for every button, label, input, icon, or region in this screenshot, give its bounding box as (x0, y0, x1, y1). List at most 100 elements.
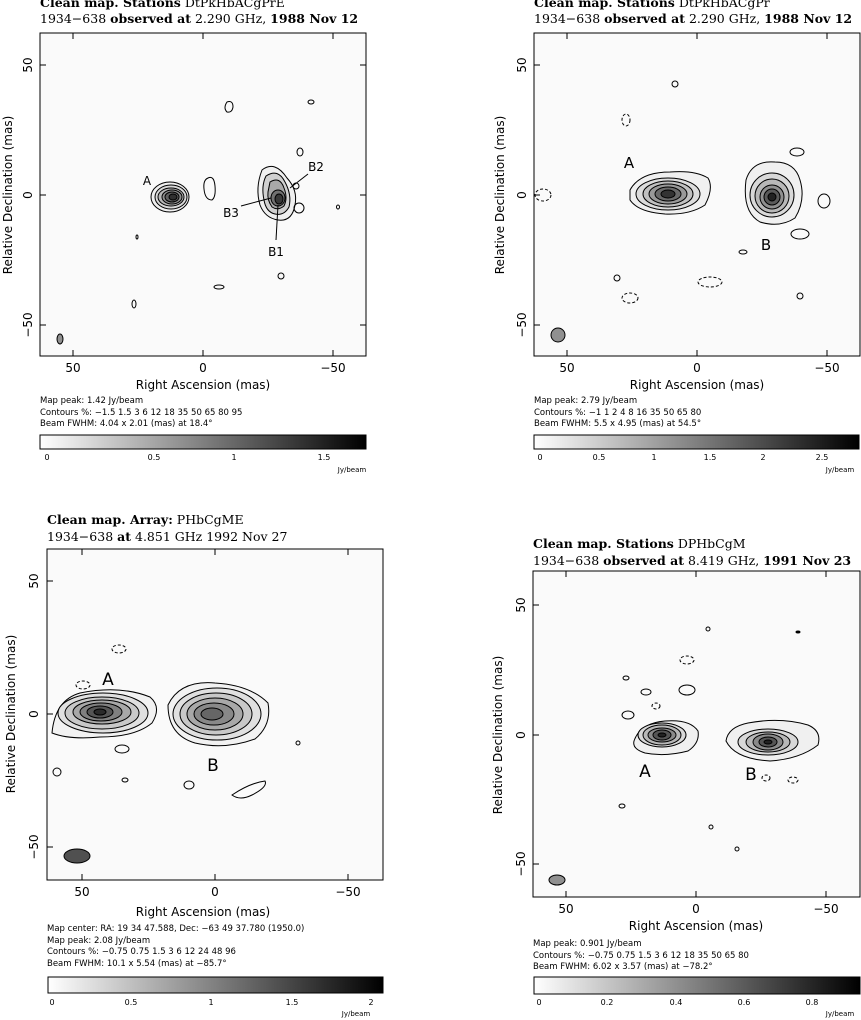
y-tick-label: 50 (514, 597, 528, 612)
wedge-tick: 1 (208, 998, 213, 1007)
component-label-b: B (745, 765, 757, 785)
component-label-a: A (143, 174, 152, 188)
x-tick-label: 0 (199, 361, 207, 375)
x-axis-label: Right Ascension (mas) (136, 905, 270, 919)
map-subtitle: 1934−638 at 4.851 GHz 1992 Nov 27 (47, 529, 288, 544)
component-a-contours (51, 689, 157, 739)
map-plot: 50 0 −50 Right Ascension (mas) 50 0 −50 … (493, 32, 861, 392)
map-plot: 50 0 −50 Right Ascension (mas) 50 0 −50 … (4, 548, 384, 919)
map-plot: 50 0 −50 Right Ascension (mas) 50 0 −50 … (1, 32, 367, 392)
wedge-tick: 0.5 (125, 998, 138, 1007)
component-label-b1: B1 (268, 245, 284, 259)
wedge-tick: 2.5 (816, 453, 829, 462)
wedge-tick: 2 (368, 998, 373, 1007)
wedge-tick: 0.6 (738, 998, 751, 1007)
wedge-tick: 0.2 (601, 998, 614, 1007)
y-tick-label: 0 (21, 191, 35, 199)
wedge-unit: Jy/beam (825, 466, 855, 474)
component-label-a: A (624, 154, 635, 172)
x-tick-label: −50 (814, 361, 839, 375)
wedge-tick: 1.5 (286, 998, 299, 1007)
axis-ticks (533, 571, 827, 897)
component-b-contours (534, 80, 831, 343)
plot-frame (39, 32, 367, 357)
component-label-b: B (207, 756, 219, 776)
component-label-a: A (102, 670, 114, 690)
intensity-wedge: 0 0.5 1 1.5 2 2.5 Jy/beam (533, 434, 860, 474)
x-tick-label: −50 (335, 885, 360, 899)
map-title: Clean map. Stations DPHbCgM (533, 536, 746, 551)
wedge-tick: 0 (49, 998, 54, 1007)
wedge-tick: 1 (651, 453, 656, 462)
map-plot: 50 0 −50 Right Ascension (mas) 50 0 −50 … (491, 570, 861, 933)
x-tick-label: −50 (813, 902, 838, 916)
x-axis-label: Right Ascension (mas) (629, 919, 763, 933)
map-title: Clean map. Array: PHbCgME (47, 512, 244, 527)
axis-ticks (534, 33, 828, 356)
map-subtitle: 1934−638 observed at 2.290 GHz, 1988 Nov… (40, 11, 359, 26)
x-tick-label: 50 (74, 885, 89, 899)
x-tick-label: 0 (693, 361, 701, 375)
component-b-contours (56, 99, 340, 345)
component-b-contours (548, 626, 820, 886)
component-label-b3: B3 (223, 206, 239, 220)
y-tick-label: 0 (515, 191, 529, 199)
intensity-wedge: 0 0.5 1 1.5 2 Jy/beam (47, 976, 384, 1018)
map-info: Map peak: 0.901 Jy/beam Contours %: −0.75… (533, 939, 749, 972)
intensity-wedge: 0 0.2 0.4 0.6 0.8 Jy/beam (533, 976, 861, 1018)
wedge-unit: Jy/beam (825, 1010, 855, 1018)
component-label-b: B (761, 236, 771, 254)
component-label-a: A (639, 762, 651, 782)
wedge-unit: Jy/beam (337, 466, 367, 474)
wedge-tick: 0 (537, 453, 542, 462)
x-tick-label: 0 (211, 885, 219, 899)
y-tick-label: −50 (21, 312, 35, 337)
y-tick-label: 0 (514, 731, 528, 739)
axis-ticks (40, 33, 366, 356)
component-a-contours (633, 720, 699, 756)
intensity-wedge: 0 0.5 1 1.5 Jy/beam (39, 434, 367, 474)
component-a-contours (629, 171, 711, 215)
y-tick-label: −50 (27, 834, 41, 859)
wedge-unit: Jy/beam (341, 1010, 371, 1018)
y-tick-label: 50 (21, 57, 35, 72)
x-tick-label: 50 (65, 361, 80, 375)
component-b-contours (52, 644, 301, 864)
x-tick-label: 50 (559, 361, 574, 375)
map-info: Map center: RA: 19 34 47.588, Dec: −63 4… (47, 924, 305, 969)
y-tick-label: −50 (514, 851, 528, 876)
y-tick-label: 0 (27, 710, 41, 718)
wedge-tick: 0.5 (593, 453, 606, 462)
y-tick-label: 50 (515, 57, 529, 72)
y-tick-label: 50 (27, 573, 41, 588)
y-axis-label: Relative Declination (mas) (491, 656, 505, 815)
x-tick-label: 50 (558, 902, 573, 916)
y-axis-label: Relative Declination (mas) (4, 635, 18, 794)
map-info: Map peak: 2.79 Jy/beam Contours %: −1 1 2… (534, 396, 702, 429)
axis-ticks (47, 549, 349, 880)
wedge-tick: 0.8 (806, 998, 819, 1007)
y-axis-label: Relative Declination (mas) (493, 116, 507, 275)
map-title: Clean map. Stations DtPkHbACgPrE (40, 0, 285, 10)
y-axis-label: Relative Declination (mas) (1, 116, 15, 275)
wedge-tick: 0.4 (670, 998, 683, 1007)
map-subtitle: 1934−638 observed at 8.419 GHz, 1991 Nov… (533, 553, 852, 568)
map-subtitle: 1934−638 observed at 2.290 GHz, 1988 Nov… (534, 11, 853, 26)
wedge-tick: 0 (44, 453, 49, 462)
x-axis-label: Right Ascension (mas) (136, 378, 270, 392)
x-axis-label: Right Ascension (mas) (630, 378, 764, 392)
map-title: Clean map. Stations DtPkHbACgPr (534, 0, 770, 10)
wedge-tick: 1.5 (318, 453, 331, 462)
component-pointers (240, 173, 309, 241)
wedge-tick: 2 (760, 453, 765, 462)
component-label-b2: B2 (308, 160, 324, 174)
wedge-tick: 0 (536, 998, 541, 1007)
map-info: Map peak: 1.42 Jy/beam Contours %: −1.5 1… (40, 396, 243, 429)
x-tick-label: −50 (320, 361, 345, 375)
component-a-contours (150, 181, 190, 213)
wedge-tick: 1.5 (704, 453, 717, 462)
wedge-tick: 1 (231, 453, 236, 462)
x-tick-label: 0 (692, 902, 700, 916)
y-tick-label: −50 (515, 312, 529, 337)
wedge-tick: 0.5 (148, 453, 161, 462)
